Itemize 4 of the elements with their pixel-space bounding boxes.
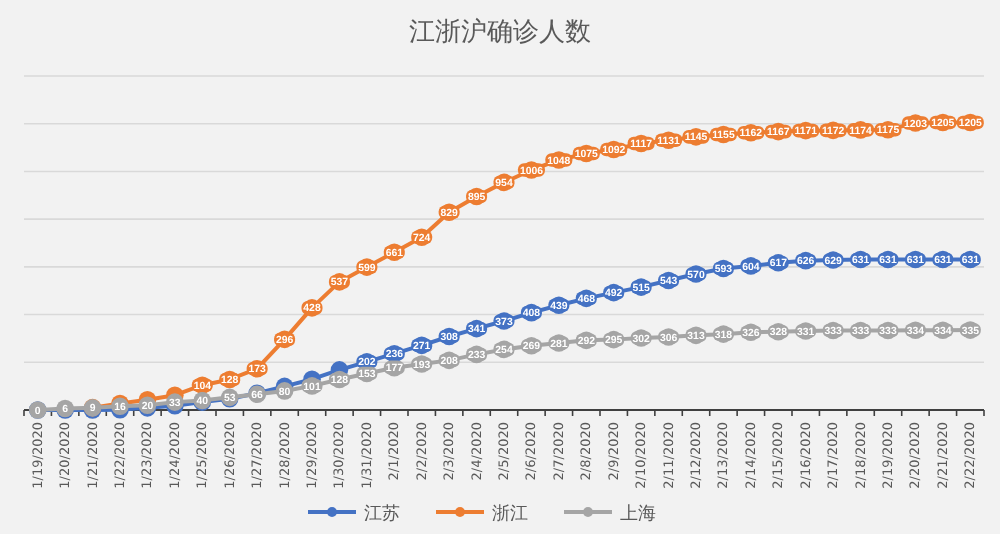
chart-title: 江浙沪确诊人数 — [409, 16, 591, 48]
legend-label: 浙江 — [492, 503, 528, 525]
legend-label: 上海 — [620, 503, 656, 525]
legend-label: 江苏 — [364, 503, 400, 525]
